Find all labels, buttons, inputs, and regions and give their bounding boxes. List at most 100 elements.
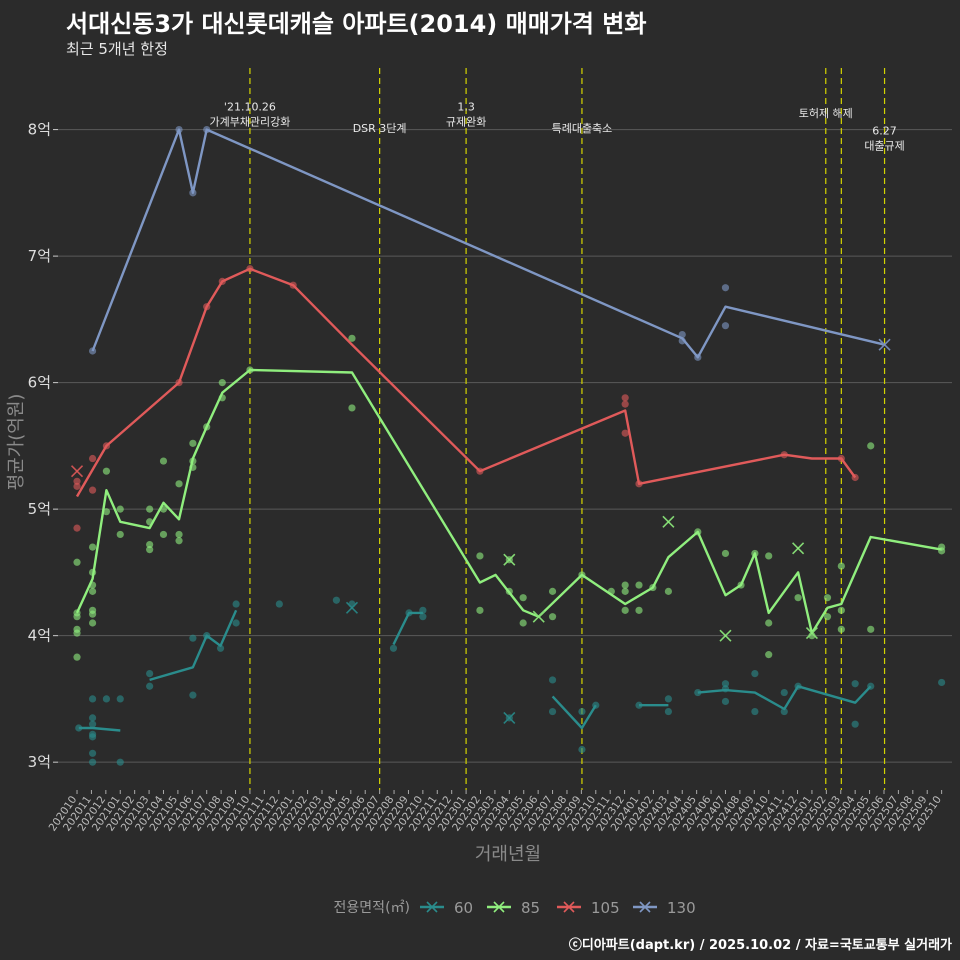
point-60 — [75, 724, 83, 732]
x-marker-stroke — [70, 465, 84, 478]
point-60 — [88, 714, 97, 722]
legend-key-105 — [563, 901, 575, 913]
x-axis: 2020102020112020122021012021022021032021… — [47, 790, 944, 834]
legend-title: 전용면적(㎡) — [334, 900, 410, 916]
point-85 — [88, 587, 97, 595]
point-85 — [189, 439, 197, 447]
point-60 — [116, 758, 124, 766]
point-60 — [116, 695, 124, 703]
y-tick-label: 3억 — [28, 753, 51, 771]
x-marker-85 — [503, 553, 516, 566]
line-60 — [392, 611, 423, 646]
point-85 — [548, 587, 557, 595]
chart-title: 서대신동3가 대신롯데캐슬 아파트(2014) 매매가격 변화 — [66, 10, 647, 38]
x-marker-stroke — [792, 542, 805, 555]
point-60 — [88, 749, 97, 757]
point-85 — [837, 562, 845, 570]
x-marker-85 — [662, 515, 675, 528]
point-85 — [519, 594, 527, 602]
point-60 — [232, 600, 240, 608]
point-60 — [664, 707, 673, 716]
x-marker-85 — [719, 629, 732, 642]
point-85 — [116, 530, 124, 539]
point-60 — [146, 682, 154, 690]
point-105 — [621, 400, 629, 408]
x-marker-stroke — [662, 515, 675, 528]
point-60 — [780, 688, 788, 697]
point-60 — [389, 644, 398, 652]
point-85 — [146, 546, 154, 554]
point-85 — [88, 543, 97, 551]
point-85 — [159, 457, 168, 465]
point-85 — [621, 606, 629, 614]
y-tick-label: 6억 — [28, 374, 51, 392]
y-tick-label: 8억 — [28, 121, 51, 139]
point-130 — [721, 322, 730, 330]
point-85 — [548, 613, 557, 621]
event-label: '21.10.26 — [224, 101, 276, 114]
point-85 — [837, 606, 845, 614]
point-85 — [867, 442, 875, 450]
point-85 — [102, 508, 111, 516]
legend: 전용면적(㎡) 60 85 105 130 — [334, 899, 696, 917]
point-85 — [823, 594, 832, 602]
point-60 — [851, 680, 859, 688]
point-85 — [635, 606, 643, 614]
point-85 — [175, 530, 183, 539]
x-marker-stroke — [805, 627, 818, 640]
line-130 — [91, 128, 885, 359]
point-130 — [721, 284, 730, 292]
x-marker-stroke — [503, 553, 516, 566]
point-60 — [780, 707, 788, 716]
point-85 — [721, 549, 730, 558]
point-85 — [73, 629, 81, 637]
point-60 — [548, 676, 557, 684]
point-85 — [88, 610, 97, 618]
point-85 — [146, 505, 154, 513]
point-60 — [578, 707, 586, 716]
x-axis-title: 거래년월 — [475, 844, 541, 865]
event-label: 규제완화 — [446, 116, 486, 129]
point-85 — [218, 379, 226, 387]
x-marker-stroke — [503, 711, 516, 724]
point-85 — [102, 467, 111, 475]
x-marker-85 — [792, 542, 805, 555]
event-label: 1.3 — [457, 101, 475, 114]
line-60 — [697, 685, 872, 711]
point-60 — [189, 634, 197, 642]
line-60 — [78, 726, 121, 732]
x-marker-60 — [345, 601, 359, 614]
point-60 — [851, 720, 859, 728]
point-60 — [102, 695, 111, 703]
point-60 — [88, 720, 97, 728]
point-105 — [621, 394, 629, 402]
point-85 — [175, 480, 183, 488]
point-60 — [419, 613, 427, 621]
point-85 — [635, 581, 643, 589]
source-caption: ⓒ디아파트(dapt.kr) / 2025.10.02 / 자료=국토교통부 실… — [568, 938, 952, 953]
point-85 — [794, 594, 802, 602]
legend-key-130 — [639, 901, 651, 913]
latest-markers — [70, 338, 891, 724]
point-60 — [146, 670, 154, 678]
point-85 — [476, 552, 484, 560]
x-marker-stroke — [345, 601, 359, 614]
line-60 — [149, 609, 238, 682]
point-60 — [189, 691, 197, 699]
point-85 — [664, 587, 673, 595]
x-marker-85 — [532, 610, 545, 623]
point-85 — [73, 613, 81, 621]
point-60 — [275, 600, 283, 608]
point-60 — [88, 733, 97, 741]
legend-label-105: 105 — [591, 899, 620, 917]
x-marker-stroke — [878, 338, 891, 351]
point-85 — [621, 587, 629, 595]
point-85 — [159, 530, 168, 539]
x-marker-60 — [503, 711, 516, 724]
event-label: 토허제 해제 — [799, 106, 853, 120]
point-60 — [216, 644, 225, 652]
point-85 — [73, 653, 81, 661]
point-85 — [73, 558, 81, 566]
y-axis-title: 평균가(억원) — [6, 394, 27, 491]
